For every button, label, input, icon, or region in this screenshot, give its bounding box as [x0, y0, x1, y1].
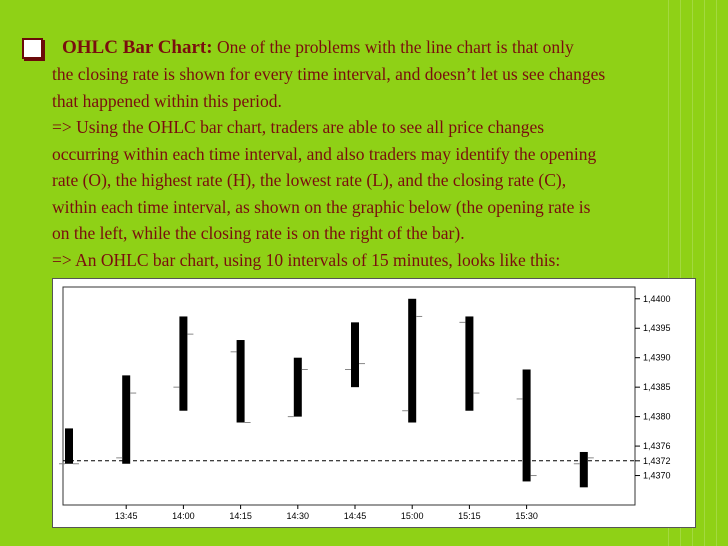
x-tick-label: 14:30 — [287, 511, 310, 521]
y-tick-label: 1,4390 — [643, 353, 671, 363]
y-tick-label: 1,4385 — [643, 382, 671, 392]
body-line: => An OHLC bar chart, using 10 intervals… — [52, 249, 561, 270]
ohlc-bar — [465, 316, 474, 411]
slide-title-rest: One of the problems with the line chart … — [216, 37, 574, 57]
ohlc-chart-panel: 1,4400 1,4395 1,4390 1,4385 1,4380 1,4376 1,43… — [52, 278, 696, 528]
ohlc-bar — [579, 451, 588, 488]
body-line: on the left, while the closing rate is o… — [52, 223, 465, 243]
slide-title-line: OHLC Bar Chart: One of the problems with… — [62, 34, 712, 62]
x-tick-label: 15:00 — [401, 511, 424, 521]
ohlc-bar — [408, 298, 417, 423]
y-tick-label: 1,4395 — [643, 323, 671, 333]
y-tick-label: 1,4370 — [643, 471, 671, 481]
x-tick-label: 15:30 — [515, 511, 538, 521]
body-line: occurring within each time interval, and… — [52, 143, 597, 164]
body-line: the closing rate is shown for every time… — [52, 64, 606, 84]
x-tick-label: 15:15 — [458, 511, 481, 521]
x-tick-label: 14:45 — [344, 511, 367, 521]
slide-title: OHLC Bar Chart: — [62, 37, 213, 58]
ohlc-chart: 1,4400 1,4395 1,4390 1,4385 1,4380 1,4376 1,43… — [59, 286, 671, 521]
plot-frame — [62, 286, 636, 506]
slide-body: the closing rate is shown for every time… — [52, 61, 712, 273]
y-tick-label: 1,4380 — [643, 412, 671, 422]
y-tick-label: 1,4372 — [643, 456, 671, 466]
ohlc-bar — [179, 316, 188, 411]
ohlc-bar — [236, 340, 245, 423]
y-tick-label: 1,4376 — [643, 441, 671, 451]
ohlc-bar — [351, 322, 359, 388]
ohlc-bar — [522, 369, 531, 482]
y-tick-label: 1,4400 — [643, 294, 671, 304]
x-tick-label: 13:45 — [115, 511, 138, 521]
ohlc-bar — [122, 375, 131, 464]
body-line: rate (O), the highest rate (H), the lowe… — [52, 170, 567, 190]
ohlc-bar — [293, 357, 302, 417]
x-tick-label: 14:15 — [229, 511, 252, 521]
ohlc-bar — [65, 428, 73, 464]
body-line: that happened within this period. — [52, 90, 282, 111]
body-line: within each time interval, as shown on t… — [52, 196, 591, 217]
x-tick-label: 14:00 — [172, 511, 195, 521]
checkbox-bullet-icon — [22, 38, 43, 59]
body-line: => Using the OHLC bar chart, traders are… — [52, 117, 545, 137]
